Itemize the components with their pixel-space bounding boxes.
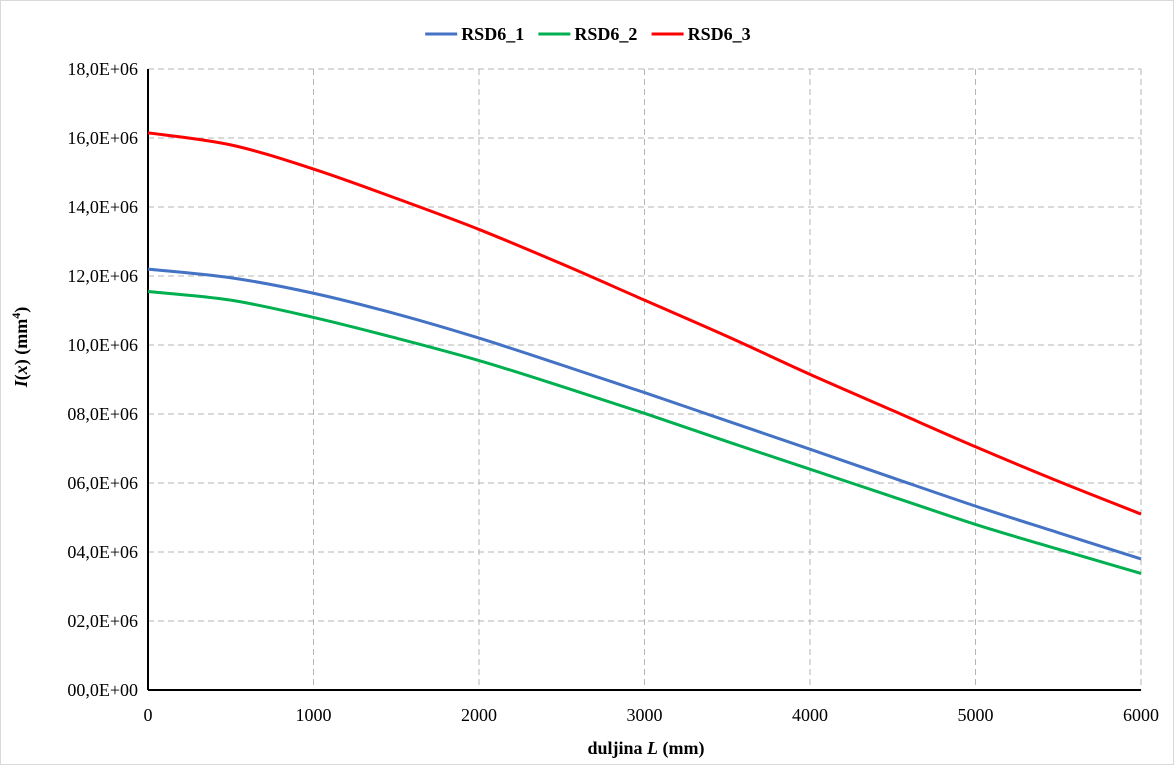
y-tick-label: 18,0E+06 (67, 59, 138, 79)
y-tick-label: 16,0E+06 (67, 128, 138, 148)
legend-label: RSD6_2 (574, 24, 637, 44)
x-tick-label: 5000 (958, 705, 994, 725)
y-tick-label: 06,0E+06 (67, 473, 138, 493)
x-tick-label: 6000 (1123, 705, 1159, 725)
series-line-rsd6-1 (147, 267, 1142, 561)
y-tick-label: 04,0E+06 (67, 542, 138, 562)
y-tick-label: 00,0E+00 (67, 680, 138, 700)
y-tick-label: 02,0E+06 (67, 611, 138, 631)
y-tick-label: 12,0E+06 (67, 266, 138, 286)
legend-label: RSD6_3 (688, 24, 751, 44)
x-tick-label: 3000 (627, 705, 663, 725)
y-axis-title: I(x) (mm4) (9, 307, 32, 389)
series-line-rsd6-2 (147, 290, 1142, 575)
x-tick-label: 0 (144, 705, 153, 725)
series-lines (147, 131, 1142, 575)
y-tick-label: 10,0E+06 (67, 335, 138, 355)
legend-label: RSD6_1 (461, 24, 524, 44)
y-tick-label: 14,0E+06 (67, 197, 138, 217)
x-tick-label: 2000 (461, 705, 497, 725)
x-tick-labels: 0 1000 2000 3000 4000 5000 6000 (144, 705, 1160, 725)
x-tick-label: 1000 (296, 705, 332, 725)
y-tick-label: 08,0E+06 (67, 404, 138, 424)
grid-lines (148, 68, 1142, 690)
y-tick-labels: 00,0E+00 02,0E+06 04,0E+06 06,0E+06 08,0E+06… (67, 59, 138, 700)
legend: RSD6_1 RSD6_2 RSD6_3 (425, 24, 751, 44)
axes (147, 69, 1141, 691)
x-tick-label: 4000 (792, 705, 828, 725)
series-line-rsd6-3 (147, 131, 1142, 516)
x-axis-title: duljina L (mm) (587, 738, 704, 759)
